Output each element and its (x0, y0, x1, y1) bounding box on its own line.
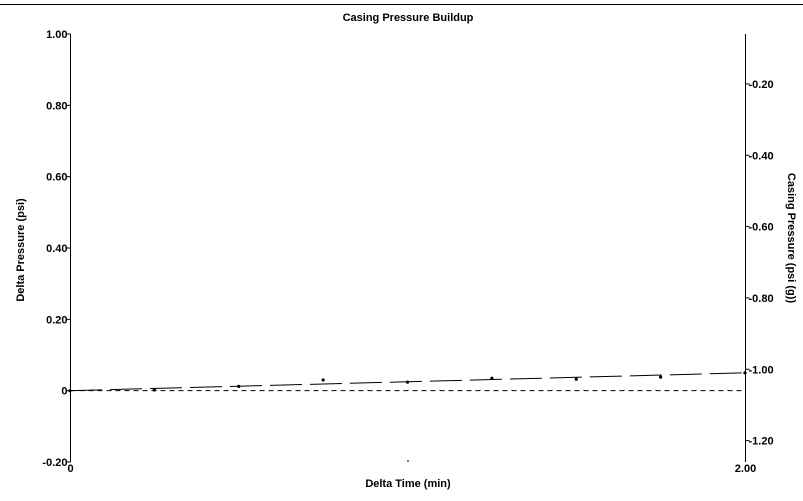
y2-tick-label: -1.00 (749, 364, 774, 376)
y2-tick-label: -1.20 (749, 436, 774, 448)
data-point (152, 388, 156, 392)
y-tick-label: 0.60 (46, 172, 67, 184)
data-point (321, 378, 325, 382)
data-point (68, 389, 72, 393)
y-tick-label: 0.20 (46, 314, 67, 326)
y2-tick-label: -0.80 (749, 293, 774, 305)
y2-tick-label: -0.40 (749, 150, 774, 162)
y2-axis-label: Casing Pressure (psi (g)) (785, 173, 797, 304)
x-axis-label: Delta Time (min) (365, 478, 451, 490)
y-axis-label: Delta Pressure (psi) (15, 198, 27, 302)
right-axis-ticks: -0.20 -0.40 -0.60 -0.80 -1.00 -1.20 (745, 79, 774, 448)
x-tick-label: 2.00 (735, 463, 756, 475)
y-tick-label: 0.80 (46, 100, 67, 112)
data-points (68, 371, 747, 393)
y-tick-label: -0.20 (42, 457, 67, 469)
x-axis-ticks: 0 2.00 (67, 458, 756, 475)
data-point (659, 375, 663, 379)
y-tick-label: 0 (61, 386, 67, 398)
data-point (743, 371, 747, 375)
chart-title: Casing Pressure Buildup (343, 12, 474, 24)
data-point (574, 377, 578, 381)
y-tick-label: 0.40 (46, 243, 67, 255)
y-tick-label: 1.00 (46, 29, 67, 41)
data-point (490, 376, 494, 380)
x-tick-label: 0 (67, 463, 73, 475)
data-point (237, 384, 241, 388)
y2-tick-label: -0.60 (749, 222, 774, 234)
data-point (405, 380, 410, 384)
left-axis-ticks: 1.00 0.80 0.60 0.40 0.20 0 -0.20 (42, 29, 71, 469)
y2-tick-label: -0.20 (749, 79, 774, 91)
